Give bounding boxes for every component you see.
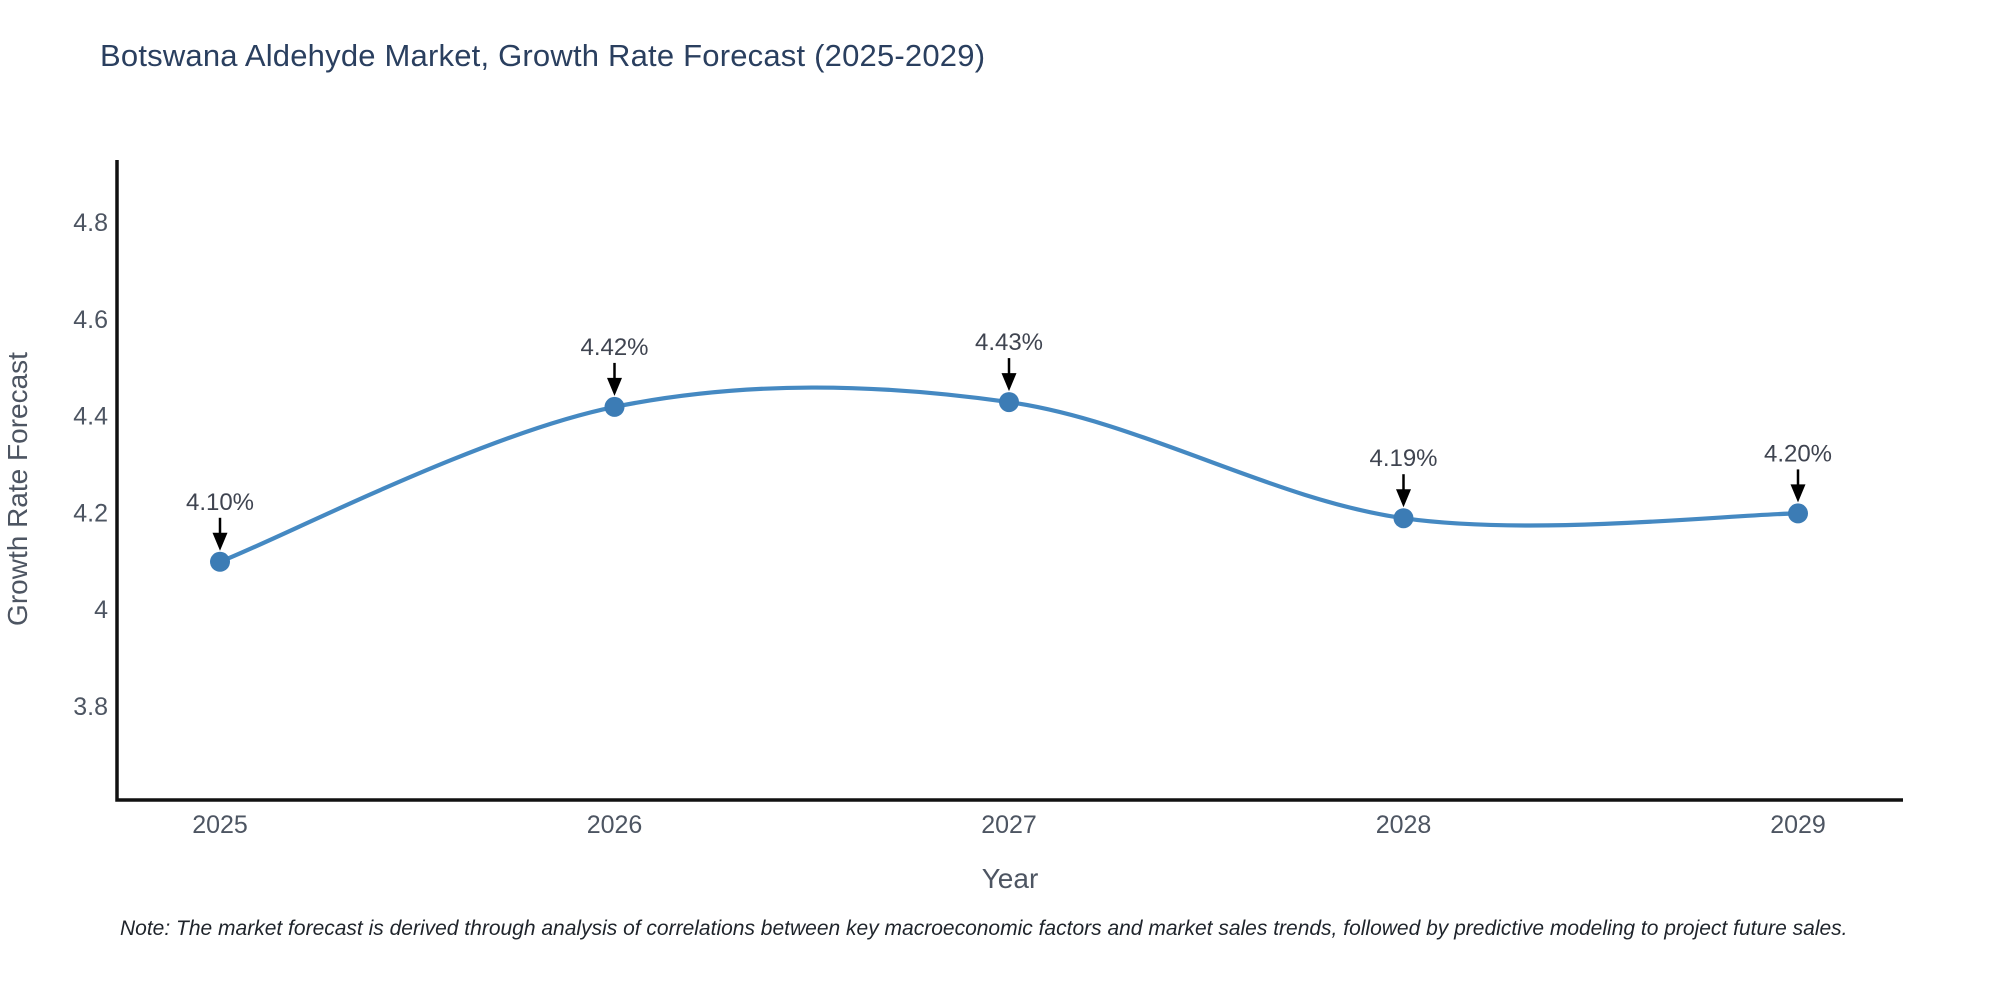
x-tick-label: 2026 xyxy=(587,811,643,839)
y-tick-label: 4.4 xyxy=(73,403,108,431)
annotation-arrow-head-icon xyxy=(212,532,228,551)
x-tick-label: 2029 xyxy=(1770,811,1826,839)
x-tick-label: 2025 xyxy=(192,811,248,839)
point-value-label: 4.42% xyxy=(580,334,648,361)
x-tick-label: 2028 xyxy=(1376,811,1432,839)
point-value-label: 4.20% xyxy=(1764,440,1832,467)
chart-title: Botswana Aldehyde Market, Growth Rate Fo… xyxy=(100,38,986,73)
annotation-arrow-head-icon xyxy=(1001,373,1017,392)
point-marker xyxy=(604,396,625,417)
trend-line xyxy=(217,385,1801,564)
y-tick-label: 3.8 xyxy=(73,693,108,721)
x-axis-title: Year xyxy=(982,863,1039,894)
y-tick-label: 4 xyxy=(94,596,108,624)
y-axis-title: Growth Rate Forecast xyxy=(2,352,33,626)
point-marker xyxy=(1788,503,1808,524)
point-marker xyxy=(210,551,230,572)
x-tick-label: 2027 xyxy=(981,811,1037,839)
point-marker xyxy=(999,392,1019,413)
annotation-arrow-head-icon xyxy=(1790,484,1806,503)
y-tick-label: 4.2 xyxy=(73,499,108,527)
annotation-arrow-head-icon xyxy=(1396,489,1411,508)
footnote: Note: The market forecast is derived thr… xyxy=(120,917,1848,940)
point-value-label: 4.10% xyxy=(186,489,254,516)
axis-lines xyxy=(115,160,1903,802)
y-tick-label: 4.8 xyxy=(73,209,108,237)
point-marker xyxy=(1393,508,1414,529)
point-value-label: 4.43% xyxy=(975,329,1043,356)
point-value-label: 4.19% xyxy=(1369,445,1437,472)
y-tick-label: 4.6 xyxy=(73,306,108,334)
annotation-arrow-head-icon xyxy=(607,377,622,396)
